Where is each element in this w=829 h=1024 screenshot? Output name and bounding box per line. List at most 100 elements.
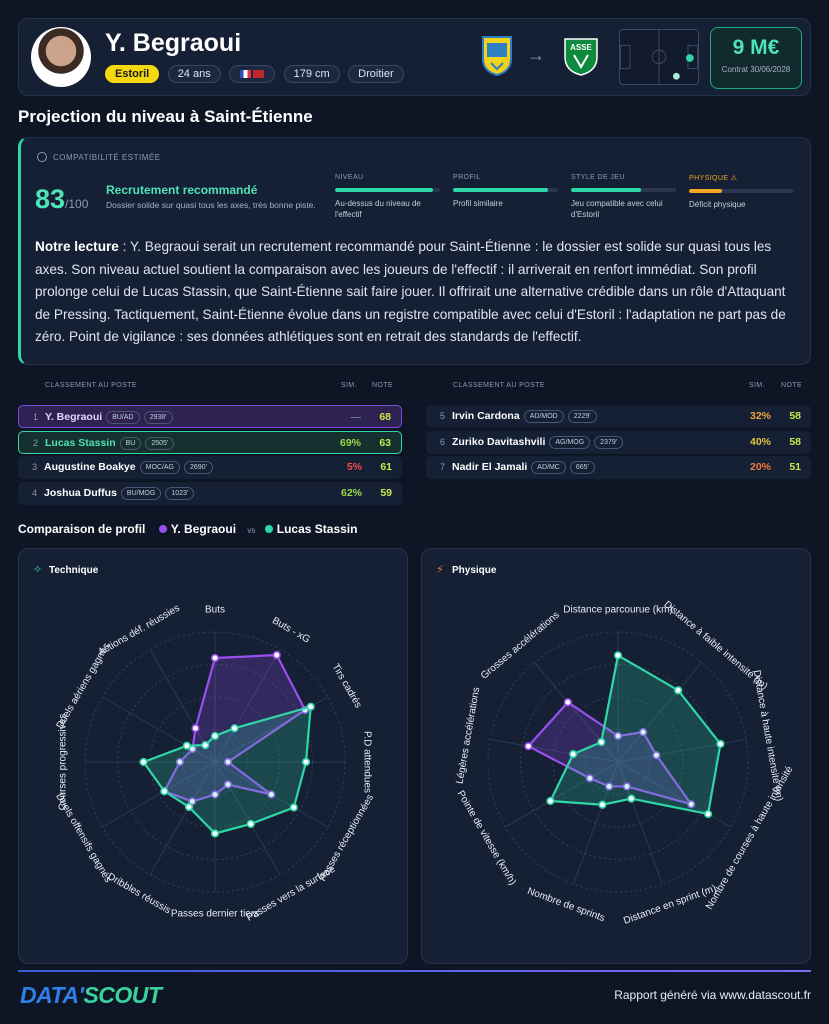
asse-crest-icon: ASSE [564,38,598,76]
criterion-title: PHYSIQUE ⚠ [689,175,738,182]
rank-similarity: — [350,411,362,423]
rank-similarity: 69% [339,436,361,449]
radar-spoke [534,662,619,763]
rank-position: AG/MOG [549,435,591,449]
logo-part-b: SCOUT [83,982,162,1008]
comparison-title-text: Comparaison de profil [18,522,146,536]
rank-note: 58 [789,410,801,422]
club-badge: Estoril [105,65,160,83]
radar-point [585,774,594,783]
radar-axis-label: Distance parcourue (km) [563,605,672,616]
rank-minutes: 2229' [567,410,597,423]
radar-grid [487,631,749,893]
rank-player-name: Zuriko Davitashvili [452,435,546,448]
radar-axis-label: Nombre de courses à haute intensité [704,764,795,911]
radar-point [301,757,311,767]
verdict: Recrutement recommandé [106,183,258,197]
radar-point [184,802,194,812]
radar-axis-label: Passes dernier tiers [171,909,259,920]
analysis-text: Notre lecture : Y. Begraoui serait un re… [35,236,799,349]
rank-player: Zuriko Davitashvili AG/MOG 2379' [452,431,624,454]
rank-similarity: 32% [749,410,771,422]
radar-series-area [526,700,694,807]
radar-point [622,782,631,791]
rank-number: 1 [33,412,39,422]
rank-position: MOC/AG [139,461,180,474]
rank-note: 61 [380,461,392,473]
radar-point [613,651,623,660]
radar-axis-label: Buts - xG [270,615,312,645]
ranking-row: 1 Y. Begraoui BU/AD 2938' — 68 [18,405,402,428]
rank-minutes: 2505' [145,436,175,450]
physique-radar-card: ⚡ Physique Distance parcourue (km) Distanc… [421,548,811,964]
rank-player-name: Augustine Boakye [44,461,136,473]
rank-player: Lucas Stassin BU 2505' [45,432,175,455]
rank-similarity: 40% [749,435,771,448]
radar-point [627,794,636,803]
contract-end: Contrat 30/06/2028 [721,65,791,74]
radar-series-player-b [139,702,315,838]
player-chips: Estoril 24 ans 179 cm Droitier [105,65,408,83]
footer-text: Rapport généré via www.datascout.fr [614,988,811,1002]
rank-number: 4 [32,487,38,498]
rank-position: AD/MC [531,461,566,474]
radar-point [546,796,555,806]
radar-spoke [149,761,216,875]
asse-crest-label: ASSE [570,43,592,52]
physique-title-text: Physique [452,565,497,576]
radar-point [182,741,191,750]
footer-divider [18,970,811,972]
running-icon: ⚡ [436,564,444,576]
rank-position: BU/AD [106,411,140,424]
criterion-title: STYLE DE JEU [571,174,625,181]
radar-spoke [214,649,281,763]
radar-point [674,686,683,695]
radar-point [160,787,169,796]
target-icon [37,152,47,162]
rank-player: Y. Begraoui BU/AD 2938' [45,406,173,429]
radar-ring [520,664,716,860]
radar-ring [585,729,651,795]
physique-radar-chart: Distance parcourue (km)Distance à faible… [455,599,796,927]
rank-minutes: 2938' [143,411,173,424]
rank-position: AD/MOD [523,410,564,423]
radar-spoke [573,761,619,885]
criterion-bar [335,188,440,192]
radar-axis-label: Distance en sprint (m) [622,883,718,927]
criterion-desc: Profil similaire [453,199,503,208]
criterion-niveau: NIVEAU Au-dessus du niveau de l'effectif [335,174,440,220]
rank-player-name: Y. Begraoui [45,411,103,423]
radar-axis-label: Dribbles réussis [105,871,172,916]
criterion-physique: PHYSIQUE ⚠ Déficit physique [689,174,794,210]
criterion-bar-fill [453,188,548,192]
rank-position: BU [119,436,142,450]
rank-note: 58 [789,435,801,448]
rank-number: 3 [32,462,38,472]
radar-point [597,737,606,747]
radar-spoke [489,738,619,763]
compatibility-label: COMPATIBILITÉ ESTIMÉE [37,152,161,162]
rank-number: 2 [33,437,39,448]
radar-point [638,728,648,737]
legend-dot-player-b [264,525,273,533]
ranking-header-left: CLASSEMENT AU POSTE [45,382,137,389]
radar-spoke [505,761,619,828]
rank-player-name: Irvin Cardona [452,410,520,422]
verdict-subtitle: Dossier solide sur quasi tous les axes, … [106,200,316,210]
technique-title: ✧ Technique [33,563,98,576]
radar-spoke [617,761,731,828]
radar-point [223,757,233,767]
compatibility-score: 83/100 [35,184,88,215]
radar-spoke [102,696,216,763]
rank-minutes: 2379' [594,435,624,449]
legend-vs: vs [247,526,256,535]
rank-similarity: 20% [749,461,771,473]
criterion-style: STYLE DE JEU Jeu compatible avec celui d… [571,174,676,220]
technique-radar-card: ✧ Technique Buts Buts - xG Tirs cadrés P.D a… [18,548,408,964]
criterion-bar-fill [571,188,642,192]
legend-player-a: Y. Begraoui [170,522,237,536]
analysis-body: : Y. Begraoui serait un recrutement reco… [35,239,786,344]
radar-point [687,800,696,809]
transfer-price: 9 M€ [732,36,780,59]
ranking-header-note-left: NOTE [372,382,394,389]
